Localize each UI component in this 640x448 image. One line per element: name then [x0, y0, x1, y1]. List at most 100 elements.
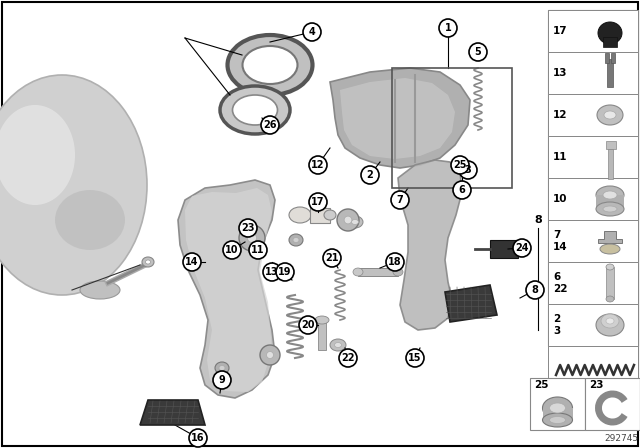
Bar: [605, 53, 609, 63]
Ellipse shape: [142, 257, 154, 267]
Text: 5: 5: [475, 47, 481, 57]
Ellipse shape: [596, 314, 624, 336]
Text: 3: 3: [465, 165, 472, 175]
Bar: [548, 94, 638, 136]
Text: 13: 13: [553, 68, 568, 78]
Bar: [530, 378, 585, 430]
Bar: [490, 240, 518, 258]
Bar: [548, 178, 638, 220]
Text: 21: 21: [325, 253, 339, 263]
Circle shape: [339, 349, 357, 367]
Text: 25: 25: [453, 160, 467, 170]
Ellipse shape: [543, 413, 573, 427]
Bar: [392, 68, 512, 188]
Text: 7
14: 7 14: [553, 230, 568, 252]
Text: 10: 10: [553, 194, 568, 204]
Text: 16: 16: [191, 433, 205, 443]
Ellipse shape: [289, 234, 303, 246]
Ellipse shape: [596, 202, 624, 216]
Circle shape: [239, 219, 257, 237]
Circle shape: [451, 156, 469, 174]
Ellipse shape: [597, 105, 623, 125]
Polygon shape: [398, 160, 462, 330]
Circle shape: [309, 156, 327, 174]
Polygon shape: [185, 188, 272, 392]
Circle shape: [261, 116, 279, 134]
Bar: [596, 195, 624, 209]
Bar: [548, 136, 638, 178]
Ellipse shape: [0, 105, 75, 205]
Ellipse shape: [603, 191, 617, 199]
Text: 19: 19: [278, 267, 292, 277]
Polygon shape: [340, 78, 455, 159]
Circle shape: [263, 263, 281, 281]
Bar: [543, 408, 573, 420]
Circle shape: [513, 239, 531, 257]
Ellipse shape: [330, 339, 346, 351]
Ellipse shape: [293, 237, 299, 242]
Text: 24: 24: [515, 243, 529, 253]
Text: 12: 12: [553, 110, 568, 120]
Bar: [358, 268, 398, 276]
Polygon shape: [330, 68, 470, 168]
Ellipse shape: [324, 210, 336, 220]
Bar: [611, 53, 615, 63]
Circle shape: [386, 253, 404, 271]
Ellipse shape: [145, 260, 150, 264]
Ellipse shape: [337, 209, 359, 231]
Ellipse shape: [227, 35, 312, 95]
Ellipse shape: [344, 216, 352, 224]
Ellipse shape: [0, 75, 147, 295]
Circle shape: [303, 23, 321, 41]
Text: 14: 14: [185, 257, 199, 267]
Bar: [548, 52, 638, 94]
Text: 4: 4: [308, 27, 316, 37]
Ellipse shape: [603, 206, 617, 212]
Ellipse shape: [219, 366, 225, 370]
Text: 2
3: 2 3: [553, 314, 560, 336]
Polygon shape: [445, 285, 497, 322]
Text: 22: 22: [341, 353, 355, 363]
Bar: [603, 37, 617, 47]
Bar: [310, 208, 330, 223]
Ellipse shape: [248, 233, 257, 242]
Ellipse shape: [598, 22, 622, 44]
Circle shape: [439, 19, 457, 37]
Text: 11: 11: [252, 245, 265, 255]
Bar: [548, 220, 638, 262]
Text: 17: 17: [311, 197, 324, 207]
Circle shape: [309, 193, 327, 211]
Circle shape: [299, 316, 317, 334]
Text: 9: 9: [219, 375, 225, 385]
Text: 10: 10: [225, 245, 239, 255]
Ellipse shape: [315, 316, 329, 324]
Polygon shape: [598, 231, 622, 243]
Polygon shape: [140, 400, 205, 425]
Circle shape: [459, 161, 477, 179]
Ellipse shape: [604, 111, 616, 119]
Text: 25: 25: [534, 380, 548, 390]
Circle shape: [223, 241, 241, 259]
Circle shape: [453, 181, 471, 199]
Ellipse shape: [266, 352, 273, 358]
Text: 292745: 292745: [604, 434, 638, 443]
Bar: [608, 149, 613, 179]
Ellipse shape: [600, 244, 620, 254]
Text: 13: 13: [265, 267, 279, 277]
Circle shape: [213, 371, 231, 389]
Circle shape: [183, 253, 201, 271]
Ellipse shape: [289, 207, 311, 223]
Ellipse shape: [550, 403, 566, 413]
Text: 8: 8: [532, 285, 538, 295]
Ellipse shape: [232, 95, 278, 125]
Ellipse shape: [80, 281, 120, 299]
Circle shape: [406, 349, 424, 367]
Text: 26: 26: [263, 120, 276, 130]
Ellipse shape: [596, 186, 624, 204]
Text: 1: 1: [445, 23, 451, 33]
Bar: [548, 262, 638, 304]
Circle shape: [276, 263, 294, 281]
Text: 20: 20: [301, 320, 315, 330]
Text: 8: 8: [534, 215, 542, 225]
Text: 11: 11: [553, 152, 568, 162]
